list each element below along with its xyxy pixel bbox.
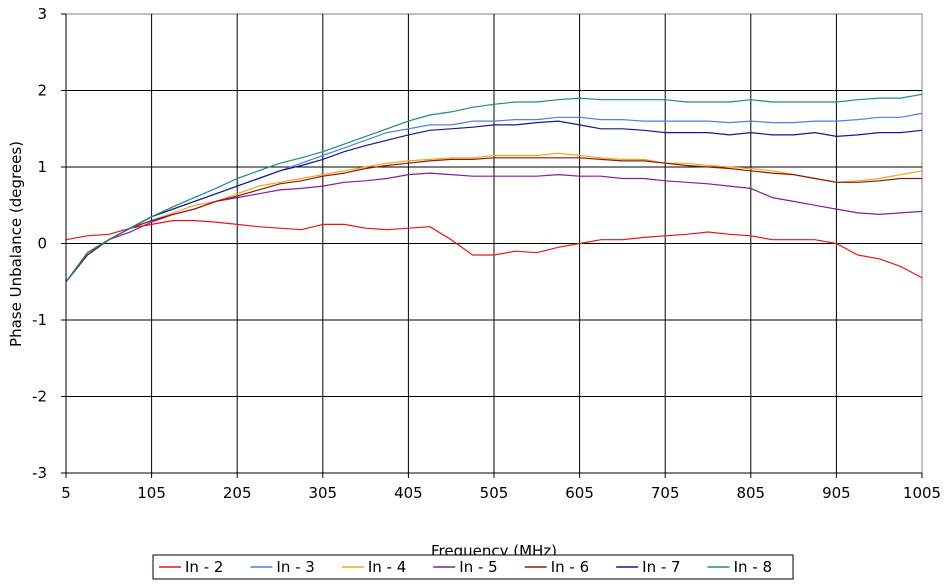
y-tick-label: 2 xyxy=(37,82,47,100)
legend-label-in-4: In - 4 xyxy=(368,558,406,576)
y-axis-label: Phase Unbalance (degrees) xyxy=(7,141,25,347)
legend-label-in-6: In - 6 xyxy=(551,558,589,576)
series-line-in-7 xyxy=(65,120,923,283)
x-tick-label: 505 xyxy=(480,484,509,502)
x-tick-label: 905 xyxy=(822,484,851,502)
grid xyxy=(66,14,922,473)
series-lines xyxy=(65,93,923,283)
axes: 5 105 205 305 405 505 605 705 805 905 1005 -3 -2 -1 0 1… xyxy=(32,5,941,502)
y-tick-label: 3 xyxy=(37,5,47,23)
y-tick-label: 1 xyxy=(37,158,47,176)
legend-label-in-5: In - 5 xyxy=(459,558,497,576)
x-tick-label: 5 xyxy=(61,484,71,502)
legend-label-in-3: In - 3 xyxy=(276,558,314,576)
series-line-in-8 xyxy=(65,93,923,283)
legend-label-in-2: In - 2 xyxy=(185,558,223,576)
series-line-in-6 xyxy=(65,157,922,283)
x-tick-label: 705 xyxy=(651,484,680,502)
x-tick-label: 805 xyxy=(736,484,765,502)
x-tick-label: 305 xyxy=(308,484,337,502)
series-line-in-4 xyxy=(65,152,923,283)
y-tick-label: -3 xyxy=(32,464,47,482)
series-line-in-2 xyxy=(65,220,923,279)
x-tick-label: 605 xyxy=(565,484,594,502)
legend-label-in-7: In - 7 xyxy=(642,558,680,576)
y-tick-label: 0 xyxy=(37,235,47,253)
y-tick-label: -2 xyxy=(32,388,47,406)
legend: In - 2 In - 3 In - 4 In - 5 In - 6 In - 7 In -… xyxy=(152,554,794,580)
x-tick-label: 205 xyxy=(223,484,252,502)
y-tick-label: -1 xyxy=(32,311,47,329)
x-tick-label: 1005 xyxy=(903,484,941,502)
x-tick-label: 105 xyxy=(137,484,166,502)
x-tick-label: 405 xyxy=(394,484,423,502)
legend-label-in-8: In - 8 xyxy=(734,558,772,576)
